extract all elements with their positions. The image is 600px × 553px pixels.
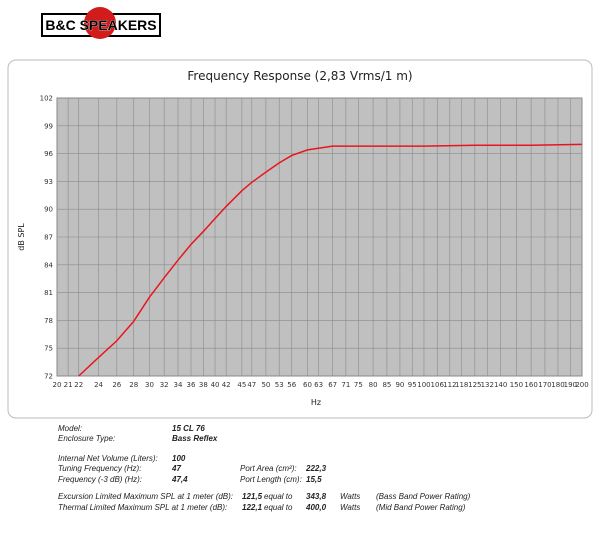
- x-tick-label: 36: [187, 381, 196, 389]
- spec-value: 222,3: [305, 464, 327, 473]
- x-tick-label: 90: [395, 381, 404, 389]
- x-tick-label: 85: [382, 381, 391, 389]
- line-series: [78, 143, 583, 377]
- spec-value: 400,0: [305, 503, 327, 512]
- x-tick-label: 63: [314, 381, 323, 389]
- x-tick-label: 56: [287, 381, 296, 389]
- x-axis-label: Hz: [311, 398, 321, 407]
- x-tick-label: 100: [417, 381, 430, 389]
- x-tick-label: 26: [112, 381, 121, 389]
- x-tick-label: 21: [64, 381, 73, 389]
- y-tick-label: 84: [44, 261, 53, 269]
- spec-label: (Mid Band Power Rating): [376, 503, 466, 512]
- y-tick-label: 93: [44, 178, 53, 186]
- y-tick-label: 87: [44, 234, 53, 242]
- x-tick-label: 150: [510, 381, 523, 389]
- x-tick-label: 75: [354, 381, 363, 389]
- y-tick-label: 81: [44, 289, 53, 297]
- spec-label: equal to: [264, 492, 293, 501]
- x-tick-label: 71: [341, 381, 350, 389]
- spec-label: Excursion Limited Maximum SPL at 1 meter…: [58, 492, 233, 501]
- spec-label: Port Length (cm):: [240, 475, 302, 484]
- spec-label: Tuning Frequency (Hz):: [58, 464, 141, 473]
- spec-label: Internal Net Volume (Liters):: [58, 454, 158, 463]
- spec-label: Model:: [58, 424, 82, 433]
- spec-value: 343,8: [306, 492, 327, 501]
- y-tick-label: 96: [44, 150, 53, 158]
- x-tick-label: 95: [408, 381, 417, 389]
- spec-label: (Bass Band Power Rating): [376, 492, 471, 501]
- x-tick-label: 40: [211, 381, 220, 389]
- x-tick-label: 200: [575, 381, 588, 389]
- x-tick-label: 118: [455, 381, 468, 389]
- chart-title: Frequency Response (2,83 Vrms/1 m): [187, 69, 412, 83]
- spec-value: 47,4: [171, 475, 188, 484]
- spec-label: Frequency (-3 dB) (Hz):: [58, 475, 142, 484]
- logo-circle: [84, 7, 116, 39]
- x-tick-label: 28: [129, 381, 138, 389]
- spec-label: equal to: [264, 503, 293, 512]
- x-tick-label: 180: [551, 381, 564, 389]
- specs: Model: 15 CL 76 Enclosure Type: Bass Ref…: [58, 424, 471, 512]
- y-tick-label: 78: [44, 317, 53, 325]
- y-tick-label: 75: [44, 345, 53, 353]
- x-tick-label: 140: [494, 381, 507, 389]
- x-tick-label: 160: [524, 381, 537, 389]
- spec-value: 121,5: [242, 492, 263, 501]
- spec-label: Port Area (cm²):: [240, 464, 297, 473]
- spec-label: Watts: [340, 492, 360, 501]
- y-tick-label: 72: [44, 373, 53, 381]
- x-tick-label: 50: [261, 381, 270, 389]
- logo-text: B&C SPEAKERS: [45, 17, 156, 33]
- spec-value: Bass Reflex: [172, 434, 218, 443]
- x-tick-label: 34: [174, 381, 183, 389]
- spec-value: 15 CL 76: [172, 424, 205, 433]
- spec-value: 15,5: [306, 475, 322, 484]
- x-tick-label: 67: [328, 381, 337, 389]
- x-tick-label: 38: [199, 381, 208, 389]
- y-tick-label: 99: [44, 122, 53, 130]
- spec-label: Watts: [340, 503, 360, 512]
- x-tick-label: 42: [222, 381, 231, 389]
- x-tick-label: 80: [369, 381, 378, 389]
- x-tick-label: 112: [443, 381, 456, 389]
- x-tick-label: 20: [53, 381, 62, 389]
- x-tick-label: 106: [431, 381, 445, 389]
- x-tick-label: 190: [564, 381, 577, 389]
- spec-label: Enclosure Type:: [58, 434, 115, 443]
- logo: B&C SPEAKERS: [41, 7, 161, 39]
- x-tick-label: 24: [94, 381, 103, 389]
- x-tick-label: 22: [74, 381, 83, 389]
- y-tick-label: 90: [44, 206, 53, 214]
- plot: 72 75 78 81 84 87 90 93 96 99 102 20 21 22 24 26 28 30 32 3…: [40, 95, 589, 390]
- y-axis-label: dB SPL: [17, 223, 26, 251]
- x-tick-label: 132: [481, 381, 494, 389]
- spec-label: Thermal Limited Maximum SPL at 1 meter (…: [58, 503, 227, 512]
- x-tick-label: 125: [468, 381, 481, 389]
- x-tick-label: 32: [160, 381, 169, 389]
- x-tick-label: 30: [145, 381, 154, 389]
- spec-value: 47: [171, 464, 181, 473]
- x-tick-label: 45: [237, 381, 246, 389]
- spec-value: 100: [172, 454, 186, 463]
- y-tick-label: 102: [40, 95, 53, 103]
- x-tick-label: 47: [247, 381, 256, 389]
- spec-value: 122,1: [242, 503, 263, 512]
- x-tick-label: 170: [538, 381, 551, 389]
- x-tick-label: 60: [303, 381, 312, 389]
- x-tick-label: 53: [275, 381, 284, 389]
